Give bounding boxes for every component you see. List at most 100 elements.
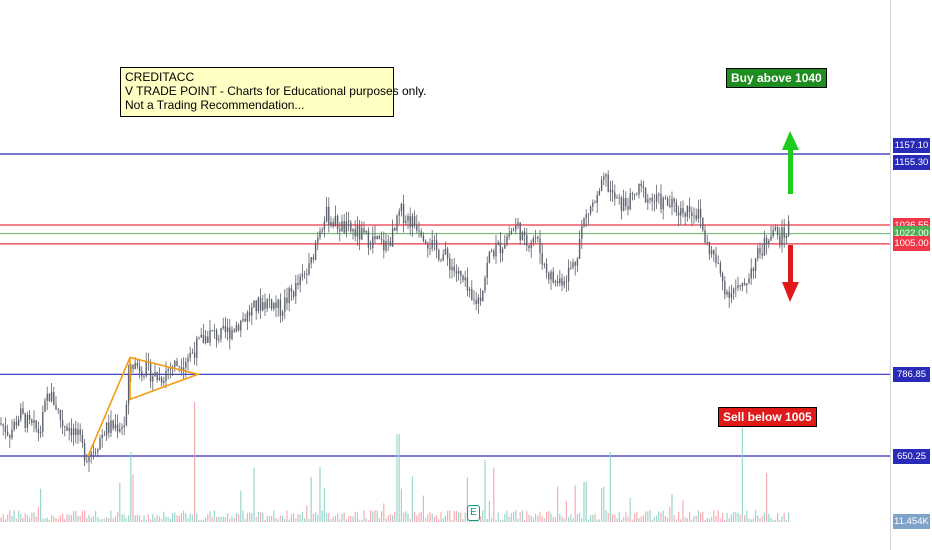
candle-body xyxy=(581,226,583,240)
candle-body xyxy=(68,428,70,431)
candle-body xyxy=(783,227,785,238)
volume-bar xyxy=(495,519,497,522)
volume-bar xyxy=(788,512,790,522)
volume-bar xyxy=(40,488,42,522)
candle-body xyxy=(169,367,172,370)
candle-body xyxy=(743,283,746,286)
volume-bar xyxy=(422,495,424,522)
volume-bar xyxy=(13,510,15,522)
candle-body xyxy=(627,206,629,210)
candle-body xyxy=(488,251,491,263)
candle-body xyxy=(314,242,317,260)
volume-bar xyxy=(680,519,682,522)
up-arrow-icon xyxy=(782,131,799,194)
volume-bar xyxy=(169,518,171,522)
candle-body xyxy=(708,241,711,255)
volume-bar xyxy=(616,518,618,522)
candle-body xyxy=(167,369,169,371)
candle-body xyxy=(59,409,62,421)
volume-bar xyxy=(242,510,244,522)
candle-body xyxy=(554,281,557,283)
volume-bar xyxy=(301,511,303,522)
volume-bar xyxy=(405,511,407,522)
volume-bar xyxy=(143,515,145,522)
candle-body xyxy=(550,271,552,280)
volume-bar xyxy=(103,518,105,522)
volume-bar xyxy=(755,510,757,522)
volume-bar xyxy=(352,516,354,522)
volume-bar xyxy=(623,516,625,522)
candle-body xyxy=(620,197,623,211)
candle-body xyxy=(361,228,363,240)
volume-bar xyxy=(290,514,292,522)
candle-body xyxy=(13,421,15,430)
volume-bar xyxy=(150,519,152,522)
candle-body xyxy=(726,291,728,295)
volume-bar xyxy=(110,510,112,522)
candle-body xyxy=(510,231,513,235)
volume-bar xyxy=(277,519,279,522)
volume-bar xyxy=(172,513,174,522)
price-axis[interactable] xyxy=(890,0,932,550)
volume-bar xyxy=(141,519,143,522)
candle-body xyxy=(290,288,293,292)
volume-bar xyxy=(229,518,231,522)
volume-bar xyxy=(361,519,363,522)
volume-bar xyxy=(123,514,125,522)
volume-bar xyxy=(638,517,640,522)
volume-bar xyxy=(323,487,325,522)
candle-body xyxy=(119,428,121,432)
volume-bar xyxy=(31,512,33,522)
candle-body xyxy=(570,267,572,269)
volume-bar xyxy=(33,512,35,522)
candle-body xyxy=(178,366,180,367)
candle-body xyxy=(662,197,664,210)
candle-body xyxy=(768,240,770,244)
candle-body xyxy=(275,302,277,308)
candle-body xyxy=(328,206,330,226)
candle-body xyxy=(471,288,473,300)
volume-bar xyxy=(438,519,440,522)
volume-bar xyxy=(574,485,576,522)
candle-body xyxy=(387,241,389,242)
volume-bar xyxy=(605,510,607,522)
volume-bar xyxy=(299,514,301,522)
disclaimer-note: CREDITACC V TRADE POINT - Charts for Edu… xyxy=(120,67,426,117)
volume-bar xyxy=(603,486,605,522)
volume-bar xyxy=(77,515,79,522)
volume-bar xyxy=(260,511,262,522)
volume-bar xyxy=(398,434,400,522)
candle-body xyxy=(22,408,24,414)
volume-bar xyxy=(521,510,523,522)
candle-body xyxy=(141,371,143,377)
candle-body xyxy=(339,228,341,232)
volume-bar xyxy=(249,512,251,522)
candle-body xyxy=(39,431,42,434)
candle-body xyxy=(719,263,722,274)
earnings-icon[interactable]: E xyxy=(467,505,480,521)
candle-body xyxy=(444,248,447,255)
candle-body xyxy=(479,297,482,302)
candle-body xyxy=(383,240,385,251)
volume-bar xyxy=(565,500,567,522)
volume-label: 11.454K xyxy=(893,514,930,529)
note-disclaimer: Not a Trading Recommendation... xyxy=(125,98,305,112)
candle-body xyxy=(772,229,774,237)
volume-bar xyxy=(440,512,442,522)
volume-bar xyxy=(191,514,193,522)
volume-bar xyxy=(326,512,328,522)
candle-body xyxy=(741,283,744,287)
volume-bar xyxy=(609,452,611,522)
candle-body xyxy=(763,237,766,256)
candle-body xyxy=(312,257,315,260)
volume-bar xyxy=(174,512,176,522)
candle-body xyxy=(666,198,669,206)
volume-bar xyxy=(506,510,508,522)
volume-bar xyxy=(180,512,182,522)
volume-bar xyxy=(686,518,688,522)
candle-body xyxy=(528,245,530,249)
candle-body xyxy=(748,278,750,284)
volume-bar xyxy=(112,518,114,522)
candle-body xyxy=(603,176,605,180)
